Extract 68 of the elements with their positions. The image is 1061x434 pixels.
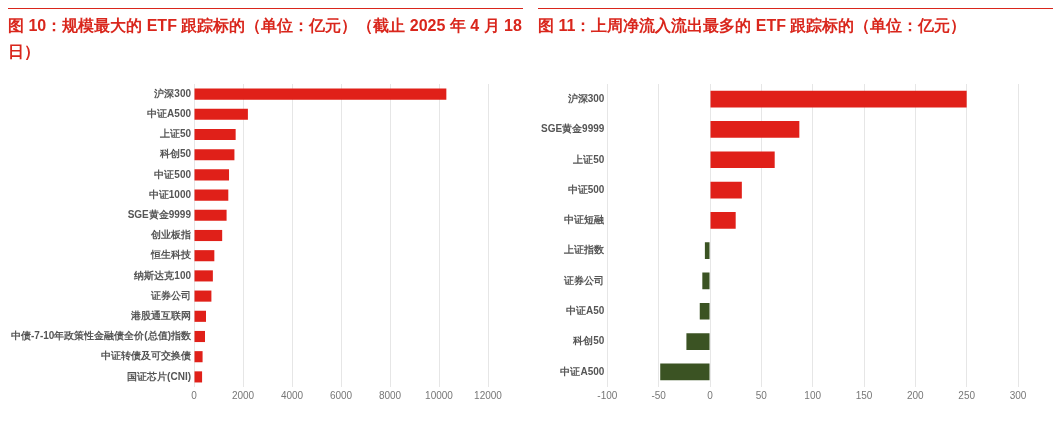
y-tick-label: 沪深300 — [566, 92, 605, 104]
y-tick-label: 中证短融 — [564, 214, 606, 226]
bar — [194, 330, 206, 343]
y-tick-label: 中证1000 — [148, 188, 192, 200]
x-tick-label: 12000 — [474, 389, 503, 401]
bar — [699, 302, 710, 320]
x-tick-label: 250 — [958, 389, 976, 401]
y-tick-label: 中证A50 — [566, 305, 605, 316]
bar — [194, 169, 230, 181]
bar — [704, 242, 710, 259]
y-tick-label: 证券公司 — [563, 274, 605, 286]
y-tick-label: 沪深300 — [153, 87, 192, 99]
y-tick-label: 科创50 — [572, 335, 605, 347]
bar — [710, 90, 967, 108]
y-tick-label: SGE黄金9999 — [540, 123, 605, 135]
x-tick-label: 200 — [907, 389, 925, 401]
y-tick-label: 上证50 — [572, 153, 605, 165]
x-tick-label: 50 — [755, 389, 768, 401]
y-tick-label: 创业板指 — [150, 229, 191, 241]
x-tick-label: -50 — [651, 389, 667, 401]
bar — [702, 272, 710, 290]
y-tick-label: 国证芯片(CNI) — [127, 370, 191, 382]
y-tick-label: 港股通互联网 — [130, 310, 191, 322]
x-tick-label: 10000 — [425, 389, 454, 401]
bar — [194, 128, 236, 141]
chart-title: 图 11：上周净流入流出最多的 ETF 跟踪标的（单位：亿元） — [538, 16, 968, 36]
bar — [194, 310, 207, 322]
bar — [194, 149, 235, 161]
x-tick-label: 300 — [1009, 389, 1027, 401]
y-tick-label: 证券公司 — [150, 289, 191, 301]
bar — [194, 250, 215, 262]
bar — [660, 363, 710, 381]
bar — [710, 181, 742, 199]
bar — [194, 209, 227, 221]
y-tick-label: 中证500 — [567, 183, 605, 195]
chart-title: 图 10：规模最大的 ETF 跟踪标的（单位：亿元）（截止 2025 年 4 月 18 日） — [8, 16, 523, 62]
x-tick-label: 100 — [804, 389, 822, 401]
bar — [194, 290, 212, 302]
x-tick-label: 6000 — [329, 389, 353, 401]
y-tick-label: 中证转债及可交换债 — [101, 350, 191, 362]
bar — [710, 151, 775, 169]
x-tick-label: 2000 — [231, 389, 255, 401]
bar — [710, 212, 736, 229]
y-tick-label: 科创50 — [158, 148, 192, 160]
bar — [194, 108, 248, 120]
bar — [686, 333, 710, 350]
x-tick-label: 150 — [855, 389, 873, 401]
y-tick-label: SGE黄金9999 — [127, 209, 192, 221]
y-tick-label: 中证500 — [154, 168, 192, 180]
y-tick-label: 上证指数 — [563, 244, 606, 256]
y-tick-label: 纳斯达克100 — [133, 269, 192, 281]
y-tick-label: 中证A500 — [560, 365, 605, 377]
x-tick-label: 0 — [707, 389, 714, 401]
bar — [194, 371, 203, 383]
y-tick-label: 中证A500 — [147, 108, 192, 120]
bar — [194, 270, 213, 282]
bar — [194, 88, 447, 100]
x-tick-label: 4000 — [280, 389, 304, 401]
y-tick-label: 上证50 — [158, 128, 192, 140]
bar — [194, 229, 223, 242]
bar — [194, 189, 229, 201]
x-tick-label: 8000 — [378, 389, 402, 401]
y-tick-label: 恒生科技 — [150, 249, 192, 261]
y-tick-label: 中债-7-10年政策性金融债全价(总值)指数 — [10, 330, 192, 342]
bar — [710, 121, 800, 138]
x-tick-label: -100 — [597, 389, 618, 401]
x-tick-label: 0 — [191, 389, 198, 401]
bar — [194, 351, 203, 363]
